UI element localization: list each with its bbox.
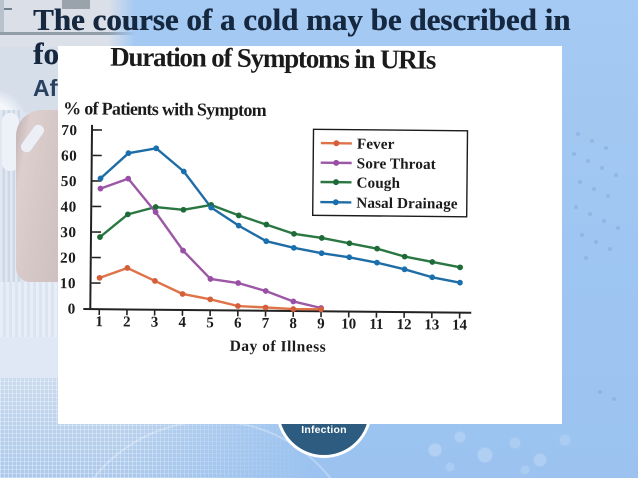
- svg-text:Cough: Cough: [356, 175, 400, 192]
- svg-text:Nasal Drainage: Nasal Drainage: [356, 195, 458, 213]
- svg-text:Sore Throat: Sore Throat: [357, 155, 436, 173]
- svg-text:5: 5: [206, 315, 214, 331]
- svg-text:Day of Illness: Day of Illness: [230, 338, 327, 356]
- svg-text:60: 60: [61, 148, 77, 165]
- svg-text:13: 13: [424, 317, 439, 333]
- svg-text:6: 6: [234, 315, 242, 331]
- svg-text:Duration of Symptoms in URIs: Duration of Symptoms in URIs: [110, 46, 436, 75]
- svg-text:14: 14: [452, 318, 468, 334]
- svg-text:8: 8: [289, 316, 297, 332]
- svg-text:70: 70: [61, 122, 77, 139]
- svg-text:30: 30: [60, 224, 76, 241]
- svg-text:4: 4: [179, 315, 187, 331]
- svg-text:0: 0: [68, 301, 76, 318]
- svg-text:40: 40: [60, 199, 76, 216]
- svg-text:3: 3: [151, 315, 159, 331]
- svg-text:1: 1: [95, 314, 103, 330]
- svg-text:20: 20: [60, 250, 76, 267]
- svg-text:9: 9: [317, 316, 325, 332]
- svg-text:10: 10: [60, 275, 76, 292]
- svg-text:Fever: Fever: [357, 136, 395, 153]
- svg-text:11: 11: [369, 317, 383, 333]
- svg-text:12: 12: [396, 317, 411, 333]
- svg-text:10: 10: [341, 317, 356, 333]
- svg-text:7: 7: [262, 316, 270, 332]
- svg-text:% of Patients with Symptom: % of Patients with Symptom: [63, 98, 267, 120]
- svg-text:2: 2: [123, 314, 131, 330]
- svg-text:50: 50: [61, 173, 77, 190]
